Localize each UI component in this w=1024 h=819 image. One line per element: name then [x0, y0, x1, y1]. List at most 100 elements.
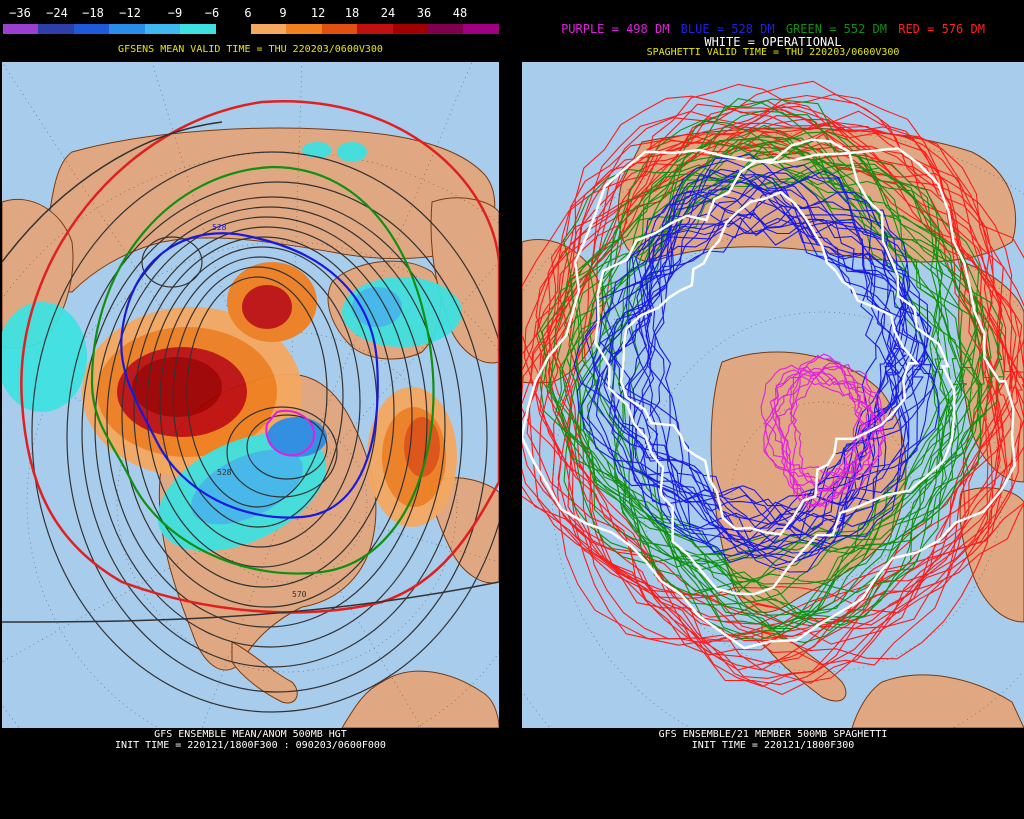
spaghetti-line [773, 367, 885, 508]
height-contours [31, 151, 499, 713]
colorbar-label: 36 [416, 6, 432, 20]
positive-anomaly-pacific [82, 262, 317, 477]
spaghetti-panel: PURPLE = 498 DM BLUE = 528 DM GREEN = 55… [522, 0, 1024, 819]
spaghetti-line [560, 103, 1008, 679]
contour-label: 570 [292, 590, 307, 599]
anomaly-colorbar [3, 24, 499, 34]
central-america-land [231, 641, 298, 704]
green-contour [90, 165, 435, 575]
spaghetti-footer-line1: GFS ENSEMBLE/21 MEMBER 500MB SPAGHETTI [658, 729, 888, 740]
ensemble-mean-map: 528 528 570 [2, 62, 499, 728]
mean-footer-line2: INIT TIME = 220121/1800F300 : 090203/060… [115, 740, 386, 751]
colorbar-swatch [38, 24, 74, 34]
colorbar-label: −18 [82, 6, 104, 20]
legend-blue: BLUE = 528 DM [680, 22, 775, 36]
spaghetti-footer: GFS ENSEMBLE/21 MEMBER 500MB SPAGHETTI I… [522, 729, 1024, 751]
contour-label: 528 [217, 468, 232, 477]
colorbar-swatch [250, 24, 287, 34]
colorbar-swatch [357, 24, 393, 34]
spaghetti-blue-members [573, 153, 940, 573]
colorbar-labels: −36 −24 −18 −12 −9 −6 6 9 12 18 24 36 48 [0, 6, 501, 20]
colorbar-label: 12 [310, 6, 326, 20]
outer-black-contour [2, 121, 499, 623]
spaghetti-line [557, 110, 1024, 684]
spaghetti-line [603, 174, 909, 559]
spaghetti-line [790, 367, 887, 510]
negative-anomaly-siberia [302, 142, 367, 162]
spaghetti-line [561, 110, 966, 628]
colorbar-swatch [109, 24, 145, 34]
spaghetti-line [576, 175, 932, 564]
spaghetti-line [554, 115, 1007, 626]
spaghetti-line [524, 99, 1001, 641]
mean-valid-time-title: GFSENS MEAN VALID TIME = THU 220203/0600… [118, 44, 383, 55]
colorbar-swatch [215, 24, 251, 34]
spaghetti-line [547, 83, 1001, 671]
mean-footer-line1: GFS ENSEMBLE MEAN/ANOM 500MB HGT [154, 729, 347, 740]
colorbar-swatch [180, 24, 216, 34]
spaghetti-line [763, 354, 871, 476]
legend-red: RED = 576 DM [898, 22, 985, 36]
spaghetti-line [781, 353, 885, 486]
spaghetti-line [631, 160, 911, 545]
spaghetti-line [764, 365, 872, 495]
colorbar-label: 9 [279, 6, 287, 20]
spaghetti-line [760, 363, 872, 504]
spaghetti-line [522, 147, 1016, 650]
magenta-contour [265, 409, 316, 457]
spaghetti-line [565, 94, 1024, 645]
spaghetti-line [522, 133, 1024, 665]
spaghetti-line [588, 161, 973, 556]
spaghetti-map [522, 62, 1024, 728]
spaghetti-purple-members [760, 353, 887, 510]
spaghetti-line [764, 362, 861, 495]
spaghetti-line [578, 136, 985, 644]
spaghetti-line [573, 187, 932, 548]
contour-label: 528 [212, 223, 227, 232]
colorbar-swatch [321, 24, 358, 34]
colorbar-swatch [392, 24, 429, 34]
spaghetti-line [619, 190, 920, 536]
colorbar-label: −12 [119, 6, 141, 20]
ensemble-mean-panel: −36 −24 −18 −12 −9 −6 6 9 12 18 24 36 48… [0, 0, 501, 819]
colorbar-label: 18 [344, 6, 360, 20]
spaghetti-operational [522, 138, 1016, 650]
spaghetti-line [563, 119, 980, 626]
legend-green: GREEN = 552 DM [785, 22, 887, 36]
legend-white: WHITE = OPERATIONAL [704, 35, 842, 49]
spaghetti-line [594, 138, 956, 596]
spaghetti-legend: PURPLE = 498 DM BLUE = 528 DM GREEN = 55… [522, 22, 1024, 36]
colorbar-swatch [3, 24, 39, 34]
colorbar-label: −24 [46, 6, 68, 20]
spaghetti-line [526, 140, 1004, 642]
colorbar-label: −6 [204, 6, 220, 20]
spaghetti-line [581, 124, 985, 632]
colorbar-swatch [428, 24, 464, 34]
spaghetti-line [789, 369, 884, 492]
spaghetti-line [528, 93, 1001, 687]
colorbar-label: 24 [380, 6, 396, 20]
south-america-land [851, 674, 1024, 728]
red-contour [20, 99, 499, 614]
spaghetti-line [522, 117, 1024, 686]
mean-footer: GFS ENSEMBLE MEAN/ANOM 500MB HGT INIT TI… [0, 729, 501, 751]
spaghetti-line [611, 190, 892, 524]
spaghetti-line [640, 221, 910, 530]
south-america-land [341, 670, 499, 728]
blue-contour [120, 232, 379, 519]
legend-purple: PURPLE = 498 DM [561, 22, 670, 36]
colorbar-swatch [463, 24, 499, 34]
africa-land [431, 477, 499, 584]
colorbar-label: −36 [9, 6, 31, 20]
colorbar-label: −9 [167, 6, 183, 20]
spaghetti-line [644, 191, 910, 532]
spaghetti-line [628, 213, 905, 545]
spaghetti-line [522, 80, 1024, 660]
colorbar-swatch [144, 24, 181, 34]
colorbar-label: 48 [452, 6, 468, 20]
panel-divider [501, 0, 522, 819]
colorbar-label: 6 [244, 6, 252, 20]
colorbar-swatch [73, 24, 110, 34]
negative-anomaly-west [2, 302, 87, 412]
colorbar-swatch [286, 24, 322, 34]
